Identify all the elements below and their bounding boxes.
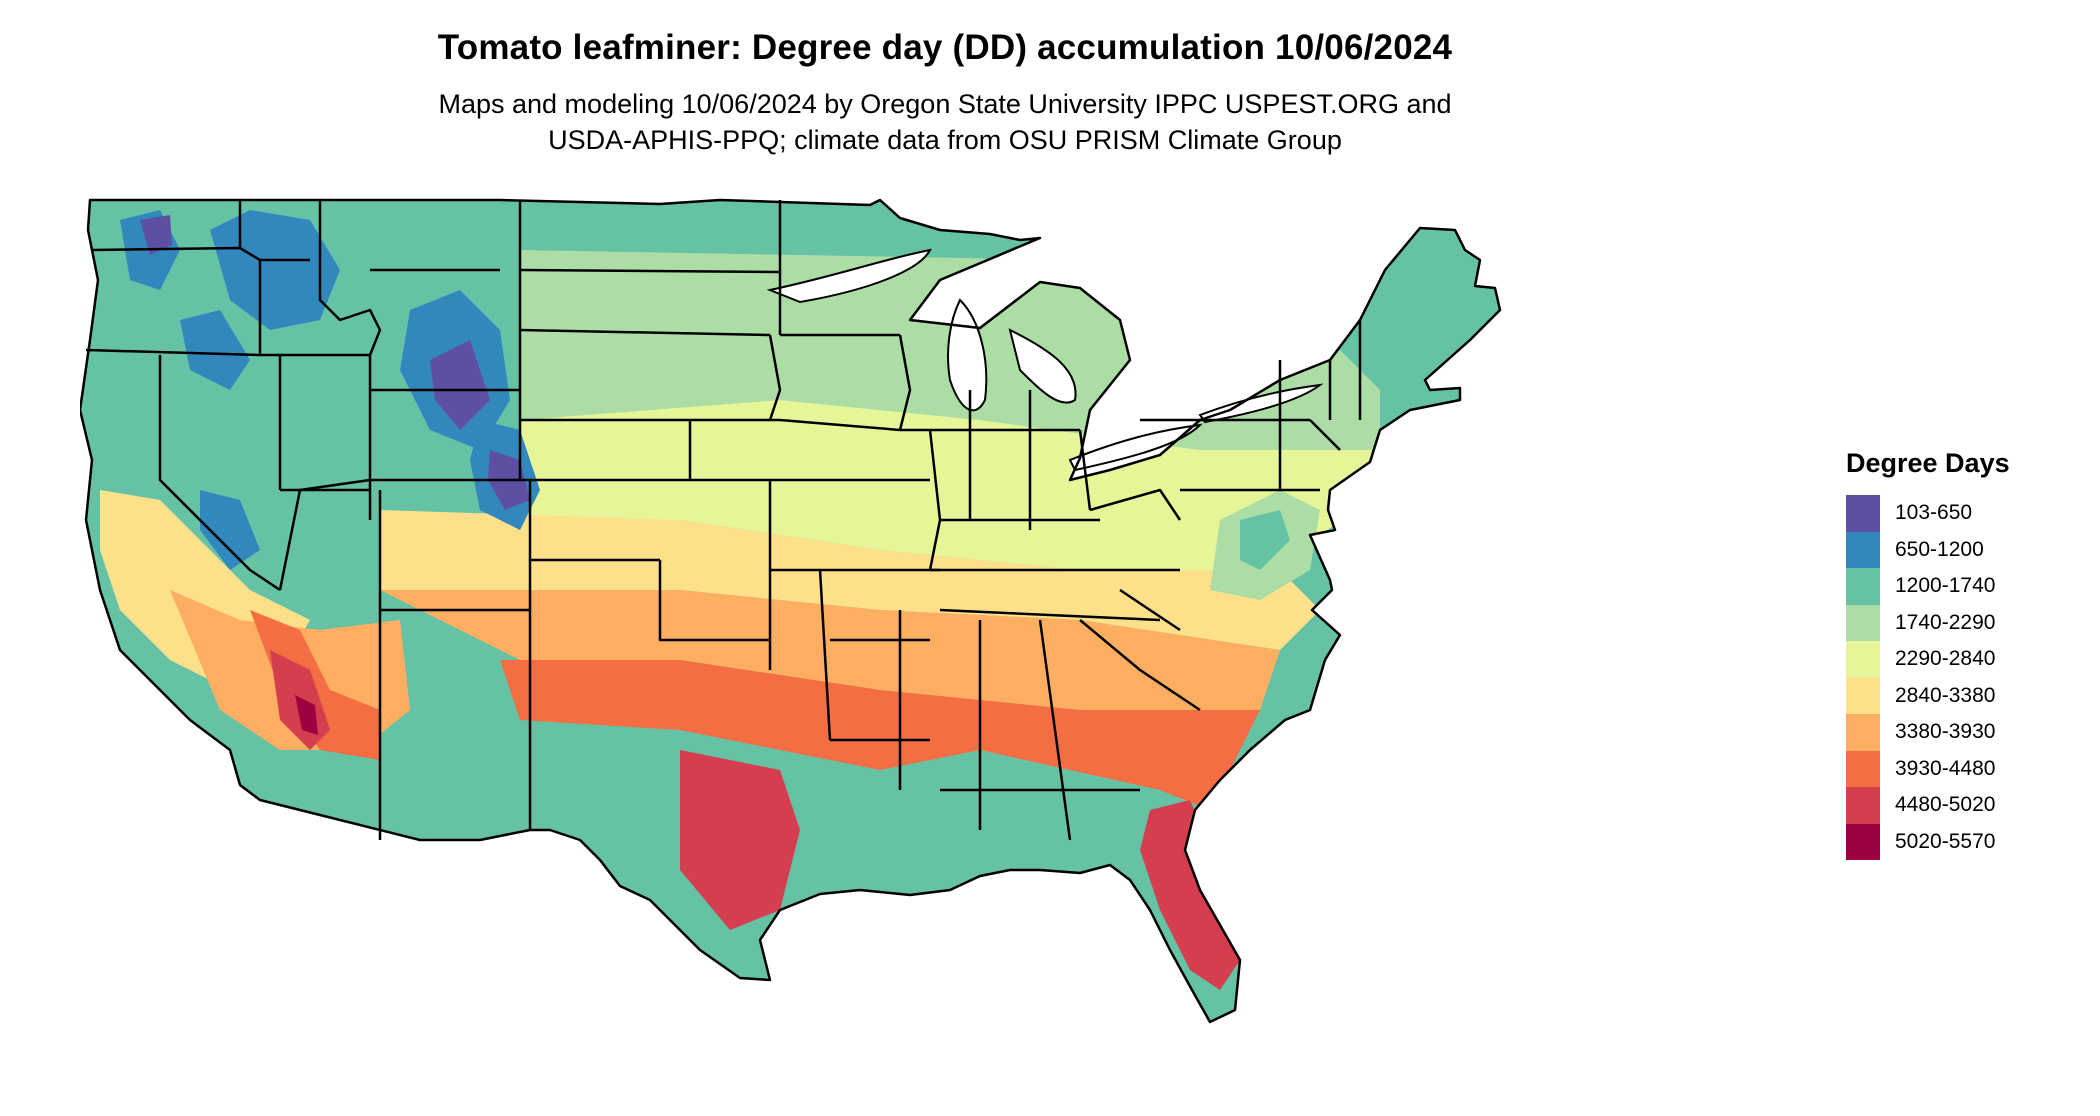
- legend-label: 650-1200: [1895, 537, 1984, 561]
- legend-items: 103-650 650-1200 1200-1740 1740-2290 2290-28…: [1846, 495, 2086, 860]
- legend-swatch: [1846, 750, 1880, 787]
- legend-label: 5020-5570: [1895, 829, 1996, 853]
- legend-item: 3930-4480: [1846, 750, 2086, 787]
- legend-swatch: [1846, 495, 1880, 532]
- legend-item: 5020-5570: [1846, 823, 2086, 860]
- legend-swatch: [1846, 604, 1880, 641]
- legend-item: 2290-2840: [1846, 641, 2086, 678]
- legend-swatch: [1846, 531, 1880, 568]
- legend-label: 2840-3380: [1895, 683, 1996, 707]
- legend-label: 2290-2840: [1895, 647, 1996, 671]
- legend-item: 3380-3930: [1846, 714, 2086, 751]
- legend-item: 4480-5020: [1846, 787, 2086, 824]
- legend-label: 3930-4480: [1895, 756, 1996, 780]
- boundaries: [80, 198, 1502, 1024]
- legend-label: 103-650: [1895, 501, 1973, 525]
- legend-swatch: [1846, 823, 1880, 860]
- legend-item: 650-1200: [1846, 531, 2086, 568]
- legend-swatch: [1846, 677, 1880, 714]
- map-subtitle: Maps and modeling 10/06/2024 by Oregon S…: [0, 86, 1890, 158]
- legend-swatch: [1846, 641, 1880, 678]
- legend-swatch: [1846, 568, 1880, 605]
- us-map-svg: [80, 198, 1502, 1024]
- legend-title: Degree Days: [1846, 448, 2010, 478]
- legend: Degree Days 103-650 650-1200 1200-1740 1740…: [1846, 448, 2086, 860]
- degree-day-map: [80, 190, 1840, 1116]
- legend-item: 103-650: [1846, 495, 2086, 532]
- map-title: Tomato leafminer: Degree day (DD) accumu…: [437, 28, 1453, 67]
- legend-label: 1200-1740: [1895, 574, 1996, 598]
- subtitle-line-2: USDA-APHIS-PPQ; climate data from OSU PR…: [548, 125, 1342, 155]
- legend-item: 1200-1740: [1846, 568, 2086, 605]
- legend-swatch: [1846, 714, 1880, 751]
- subtitle-line-1: Maps and modeling 10/06/2024 by Oregon S…: [438, 89, 1452, 119]
- legend-label: 1740-2290: [1895, 610, 1996, 634]
- legend-item: 1740-2290: [1846, 604, 2086, 641]
- great-lakes: [766, 248, 1324, 472]
- legend-label: 4480-5020: [1895, 793, 1996, 817]
- legend-label: 3380-3930: [1895, 720, 1996, 744]
- legend-item: 2840-3380: [1846, 677, 2086, 714]
- legend-swatch: [1846, 787, 1880, 824]
